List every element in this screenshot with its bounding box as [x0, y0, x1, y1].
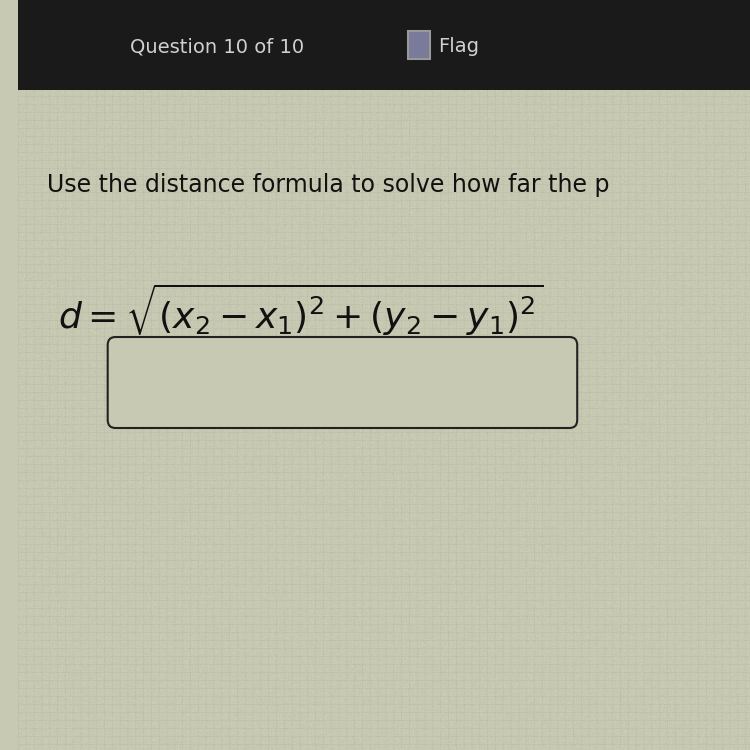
Text: Question 10 of 10: Question 10 of 10	[130, 38, 304, 56]
Text: Flag: Flag	[438, 38, 479, 56]
Bar	[18, 0, 750, 90]
Text: Use the distance formula to solve how far the p: Use the distance formula to solve how fa…	[47, 173, 610, 197]
FancyBboxPatch shape	[108, 337, 578, 428]
FancyBboxPatch shape	[408, 31, 430, 59]
Text: $d = \sqrt{(x_2 - x_1)^2 + (y_2 - y_1)^2}$: $d = \sqrt{(x_2 - x_1)^2 + (y_2 - y_1)^2…	[58, 282, 544, 338]
